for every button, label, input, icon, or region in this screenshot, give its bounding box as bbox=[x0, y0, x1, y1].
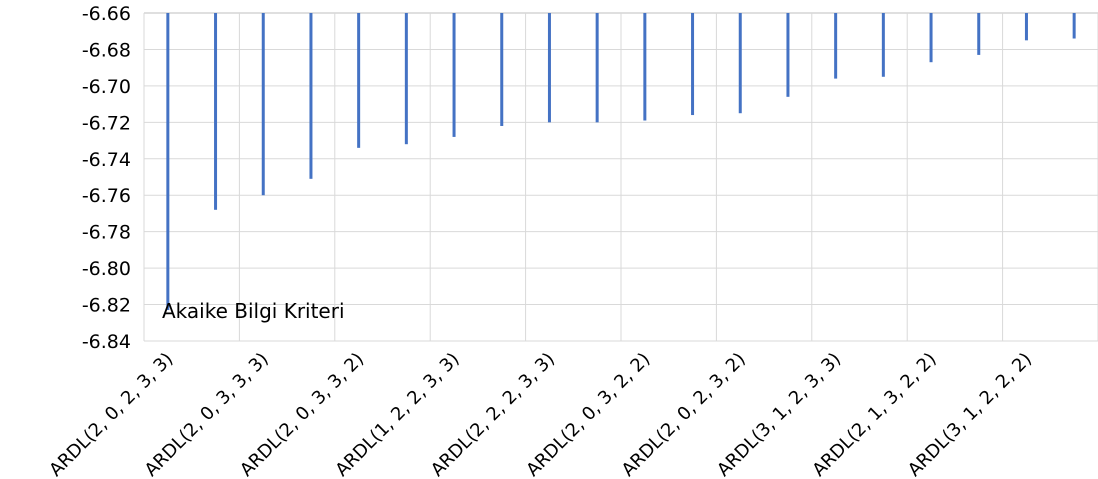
bar bbox=[547, 13, 551, 123]
bar bbox=[738, 13, 742, 114]
bar bbox=[214, 13, 218, 210]
bar bbox=[1072, 13, 1076, 39]
bar bbox=[261, 13, 265, 196]
bar bbox=[977, 13, 981, 55]
bar bbox=[500, 13, 504, 126]
y-tick-label: -6.78 bbox=[82, 222, 131, 244]
chart-title: Akaike Bilgi Kriteri bbox=[162, 299, 345, 323]
y-tick-label: -6.72 bbox=[82, 112, 131, 134]
bar bbox=[452, 13, 456, 137]
bar bbox=[834, 13, 838, 79]
y-tick-label: -6.70 bbox=[82, 76, 131, 98]
bar bbox=[595, 13, 599, 123]
y-tick-label: -6.66 bbox=[82, 3, 131, 25]
bar bbox=[643, 13, 647, 121]
bar bbox=[1024, 13, 1028, 41]
bar bbox=[786, 13, 790, 97]
bar bbox=[166, 13, 170, 311]
y-tick-label: -6.80 bbox=[82, 258, 131, 280]
bar bbox=[929, 13, 933, 63]
y-tick-label: -6.68 bbox=[82, 39, 131, 61]
bar-series bbox=[166, 13, 1076, 311]
grid-layer bbox=[143, 12, 1098, 342]
y-axis-ticks: -6.66 -6.68 -6.70 -6.72 -6.74 -6.76 -6.78 -6.80… bbox=[82, 3, 131, 353]
x-axis-ticks: ARDL(2, 0, 2, 3, 3)ARDL(2, 0, 3, 3, 3)AR… bbox=[45, 349, 1036, 479]
y-tick-label: -6.84 bbox=[82, 331, 131, 353]
y-tick-label: -6.74 bbox=[82, 149, 131, 171]
bar bbox=[309, 13, 313, 179]
y-tick-label: -6.76 bbox=[82, 185, 131, 207]
bar bbox=[691, 13, 695, 116]
bar bbox=[357, 13, 361, 148]
y-tick-label: -6.82 bbox=[82, 295, 131, 317]
bar bbox=[404, 13, 408, 145]
bar bbox=[881, 13, 885, 77]
